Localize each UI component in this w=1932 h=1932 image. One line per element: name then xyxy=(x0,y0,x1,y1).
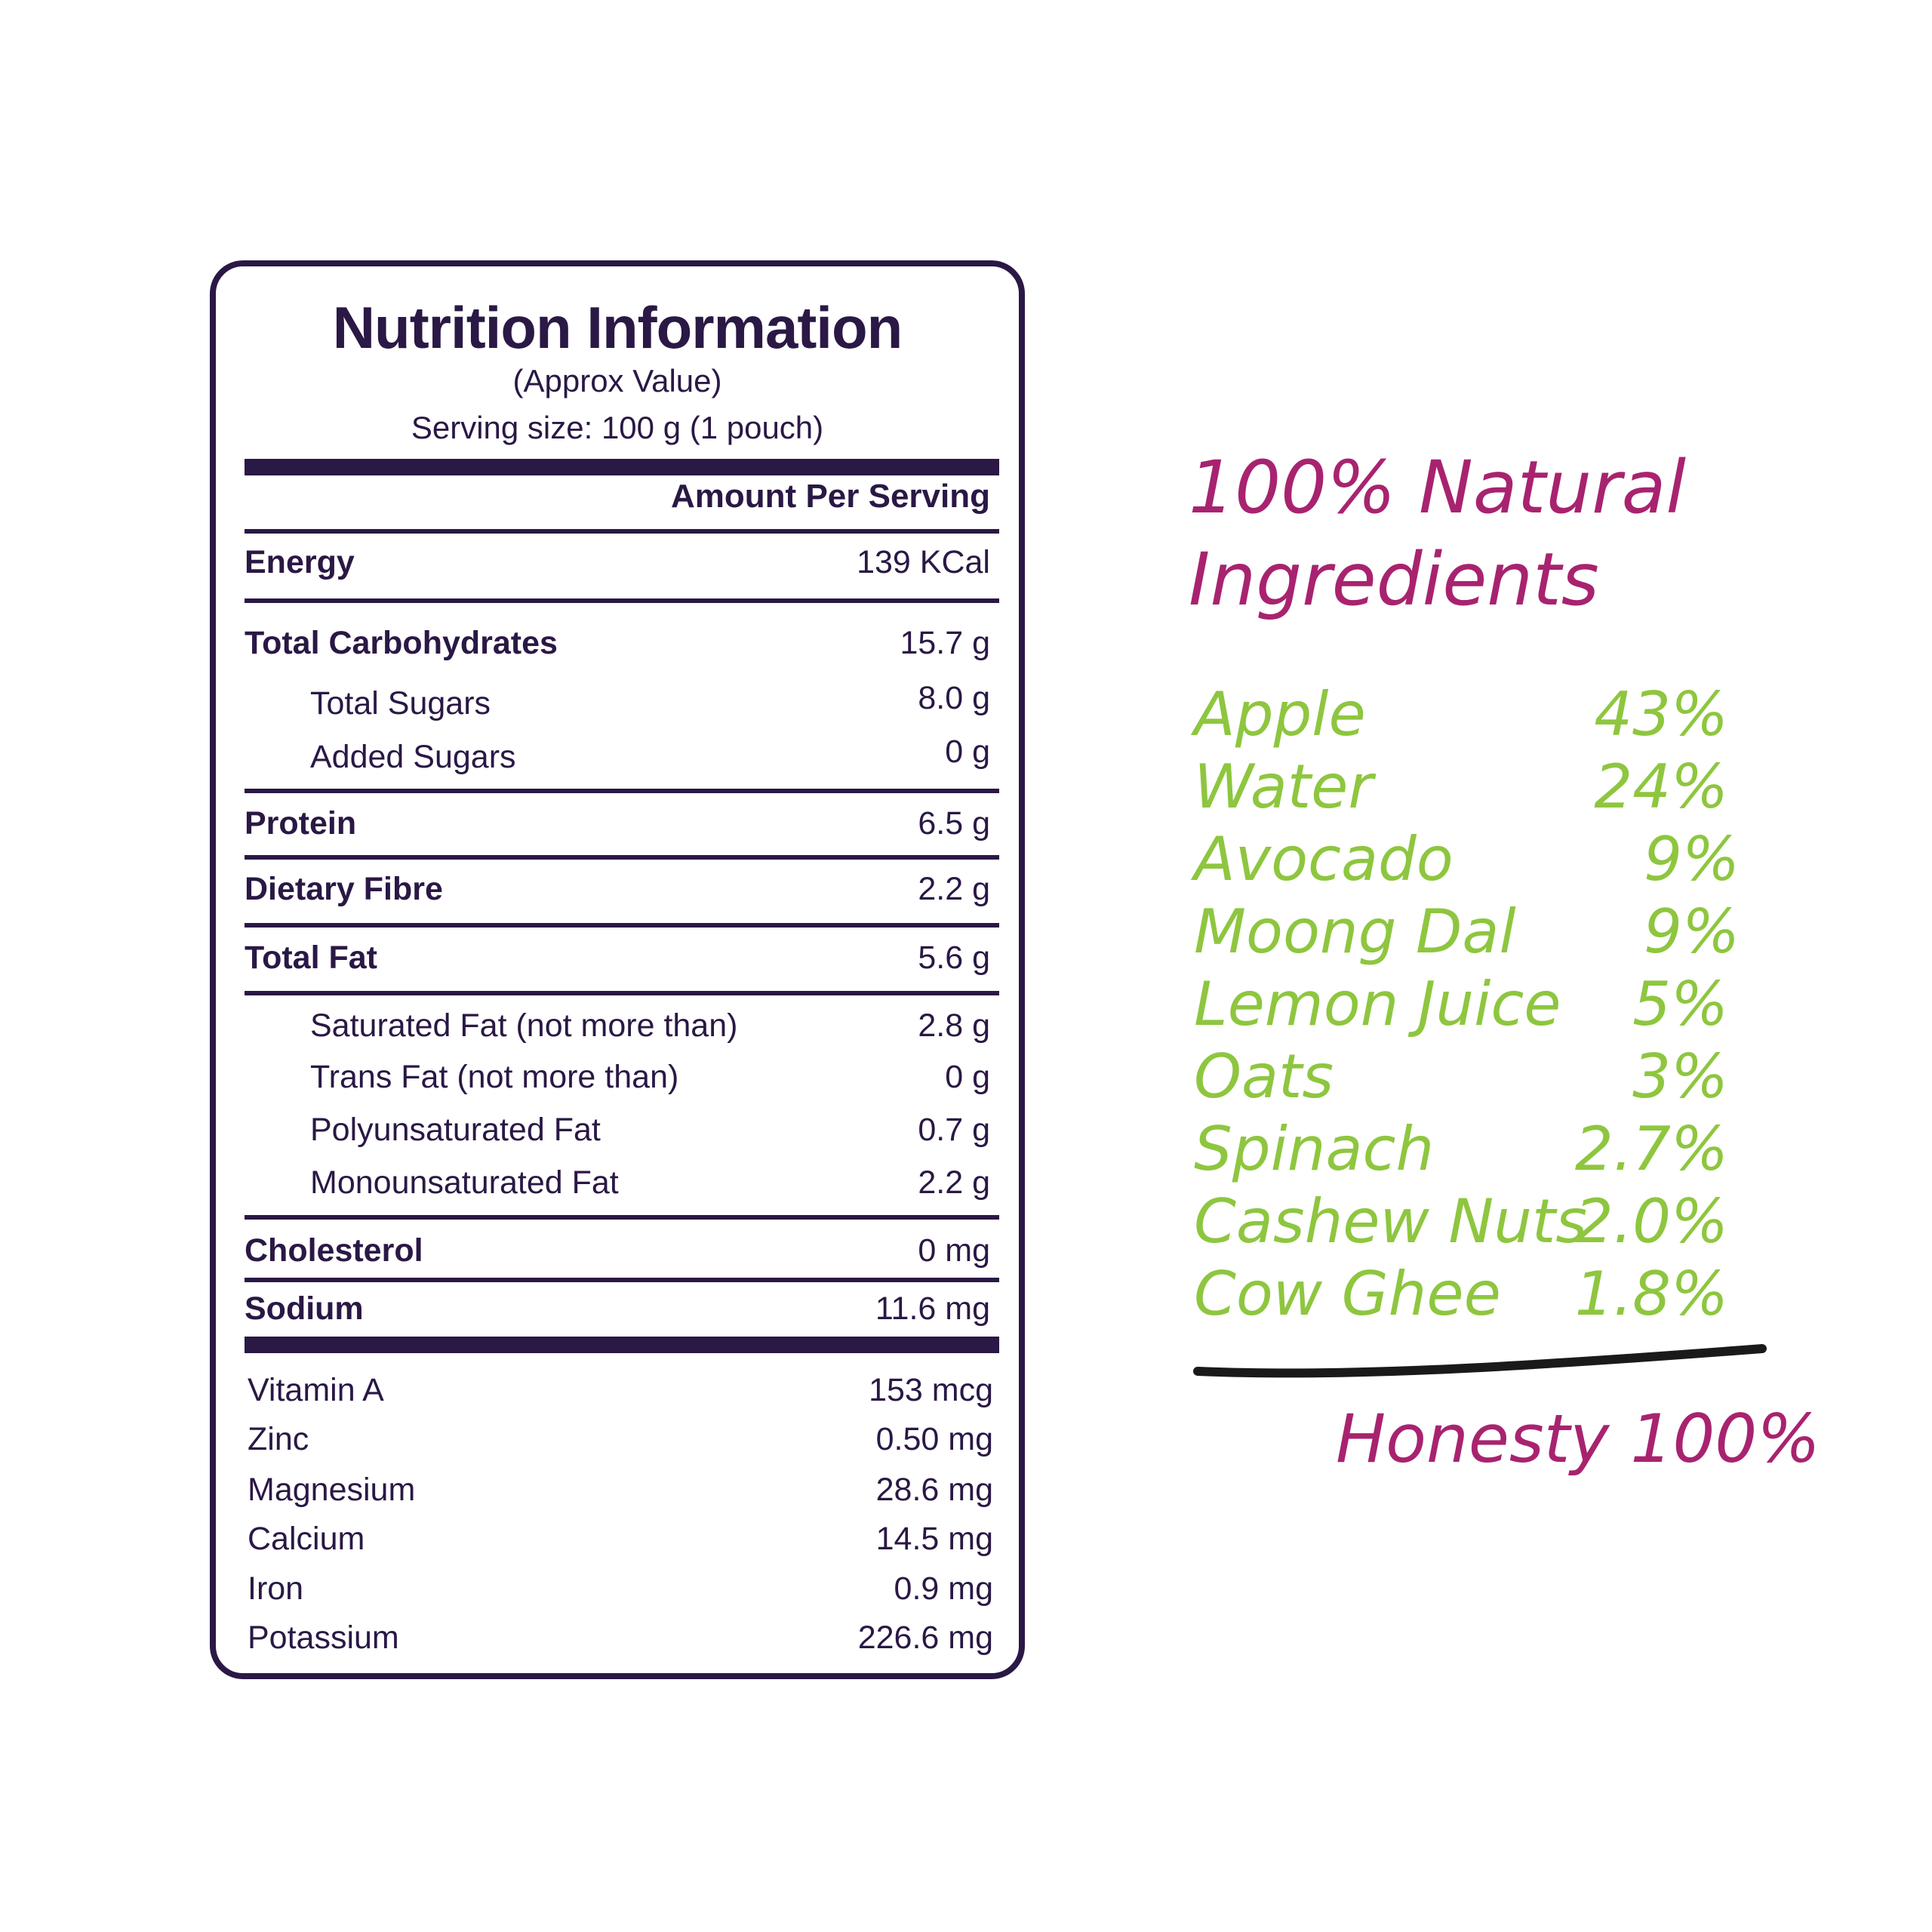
divider xyxy=(245,789,999,793)
row-value-polyunsaturated-fat: 0.7 g xyxy=(918,1112,990,1148)
row-label-monounsaturated-fat: Monounsaturated Fat xyxy=(310,1164,619,1201)
row-label-energy: Energy xyxy=(245,544,355,580)
row-value-energy: 139 KCal xyxy=(857,544,990,580)
row-label-zinc: Zinc xyxy=(248,1421,309,1457)
row-value-monounsaturated-fat: 2.2 g xyxy=(918,1164,990,1201)
divider xyxy=(245,1215,999,1220)
row-value-added-sugars: 0 g xyxy=(945,734,990,770)
divider xyxy=(245,529,999,534)
ingredient-percent: 2.0% xyxy=(1574,1186,1728,1257)
nutrition-title: Nutrition Information xyxy=(332,294,903,361)
approx-value-note: (Approx Value) xyxy=(512,363,722,398)
row-value-zinc: 0.50 mg xyxy=(875,1421,993,1457)
amount-per-serving-header: Amount Per Serving xyxy=(671,478,990,515)
ingredient-percent: 5% xyxy=(1632,969,1728,1039)
ingredient-name: Lemon Juice xyxy=(1194,969,1561,1039)
row-value-total-sugars: 8.0 g xyxy=(918,680,990,716)
ingredient-name: Water xyxy=(1194,752,1374,822)
serving-size: Serving size: 100 g (1 pouch) xyxy=(411,410,824,445)
row-label-potassium: Potassium xyxy=(248,1620,399,1656)
row-value-iron: 0.9 mg xyxy=(894,1571,993,1607)
ingredient-percent: 43% xyxy=(1594,679,1728,749)
row-value-sodium: 11.6 mg xyxy=(875,1291,990,1327)
divider-thick xyxy=(245,459,999,475)
row-value-vitamin-a: 153 mcg xyxy=(869,1372,993,1408)
row-label-polyunsaturated-fat: Polyunsaturated Fat xyxy=(310,1112,601,1148)
divider xyxy=(245,855,999,860)
row-label-total-carbohydrates: Total Carbohydrates xyxy=(245,625,558,661)
row-label-iron: Iron xyxy=(248,1571,304,1607)
row-label-saturated-fat: Saturated Fat (not more than) xyxy=(310,1008,738,1044)
ingredient-percent: 9% xyxy=(1644,897,1740,967)
row-label-sodium: Sodium xyxy=(245,1291,364,1327)
row-value-dietary-fibre: 2.2 g xyxy=(918,871,990,907)
divider-thick xyxy=(245,1337,999,1353)
row-value-magnesium: 28.6 mg xyxy=(875,1472,993,1508)
row-value-total-carbohydrates: 15.7 g xyxy=(900,625,990,661)
row-label-magnesium: Magnesium xyxy=(248,1472,416,1508)
row-value-saturated-fat: 2.8 g xyxy=(918,1008,990,1044)
ingredient-name: Avocado xyxy=(1194,824,1454,894)
ingredients-title-line2: Ingredients xyxy=(1189,537,1599,622)
divider xyxy=(245,1278,999,1282)
divider xyxy=(245,923,999,928)
ingredients-title-line1: 100% Natural xyxy=(1189,445,1687,530)
row-value-potassium: 226.6 mg xyxy=(857,1620,993,1656)
ingredient-name: Oats xyxy=(1194,1041,1334,1112)
row-value-protein: 6.5 g xyxy=(918,805,990,841)
row-value-calcium: 14.5 mg xyxy=(875,1521,993,1557)
row-label-dietary-fibre: Dietary Fibre xyxy=(245,871,443,907)
ingredient-name: Apple xyxy=(1194,679,1366,749)
row-label-cholesterol: Cholesterol xyxy=(245,1232,423,1269)
ingredient-percent: 1.8% xyxy=(1574,1259,1728,1329)
row-value-total-fat: 5.6 g xyxy=(918,940,990,976)
hand-drawn-underline xyxy=(1193,1344,1767,1378)
nutrition-panel: Nutrition Information (Approx Value) Ser… xyxy=(210,260,1025,1679)
row-label-trans-fat: Trans Fat (not more than) xyxy=(310,1059,679,1095)
row-label-calcium: Calcium xyxy=(248,1521,365,1557)
row-value-cholesterol: 0 mg xyxy=(918,1232,990,1269)
ingredients-title: 100% Natural Ingredients xyxy=(1189,441,1686,626)
divider xyxy=(245,991,999,995)
ingredient-percent: 2.7% xyxy=(1574,1114,1728,1184)
ingredient-name: Moong Dal xyxy=(1194,897,1516,967)
row-label-vitamin-a: Vitamin A xyxy=(248,1372,384,1408)
row-label-total-sugars: Total Sugars xyxy=(310,685,491,721)
ingredient-percent: 3% xyxy=(1632,1041,1728,1112)
ingredient-percent: 9% xyxy=(1644,824,1740,894)
ingredient-name: Spinach xyxy=(1194,1114,1435,1184)
ingredient-percent: 24% xyxy=(1594,752,1728,822)
row-label-added-sugars: Added Sugars xyxy=(310,739,516,775)
row-label-total-fat: Total Fat xyxy=(245,940,377,976)
honesty-tagline: Honesty 100% xyxy=(1336,1400,1820,1478)
divider xyxy=(245,598,999,603)
row-value-trans-fat: 0 g xyxy=(945,1059,990,1095)
row-label-protein: Protein xyxy=(245,805,357,841)
ingredient-name: Cow Ghee xyxy=(1194,1259,1501,1329)
ingredient-name: Cashew Nuts xyxy=(1194,1186,1587,1257)
